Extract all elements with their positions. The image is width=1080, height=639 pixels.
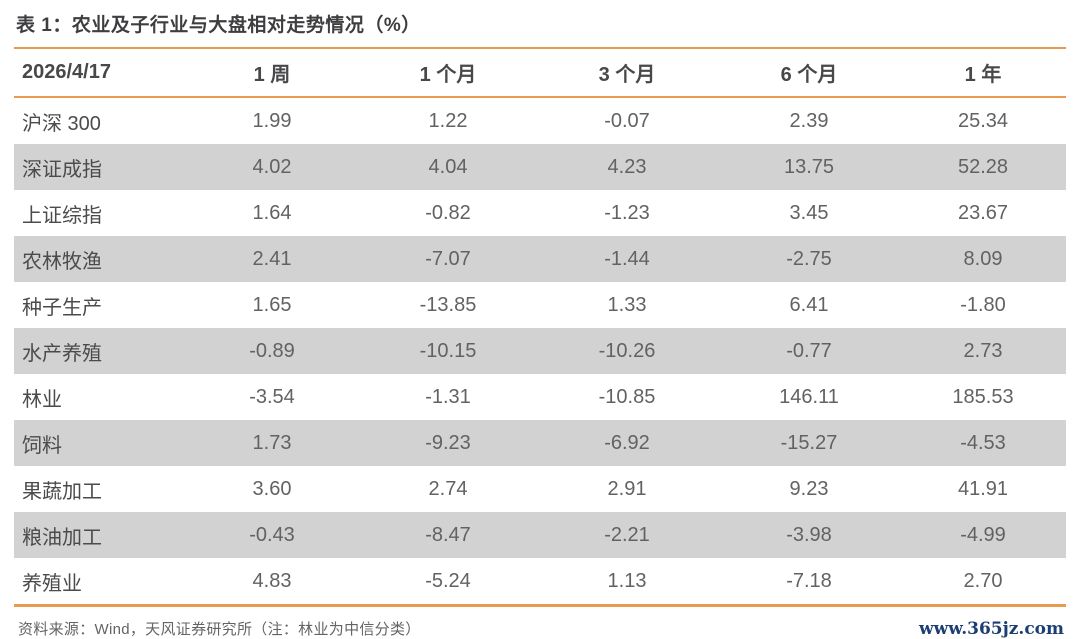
table-row: 水产养殖 -0.89 -10.15 -10.26 -0.77 2.73 (14, 328, 1066, 374)
column-header-1month: 1 个月 (419, 64, 477, 86)
table-footer: 资料来源：Wind，天风证券研究所（注：林业为中信分类） www.365jz.c… (14, 607, 1066, 639)
row-value: -3.98 (786, 523, 832, 546)
row-value: 52.28 (957, 155, 1009, 178)
table-row: 林业 -3.54 -1.31 -10.85 146.11 185.53 (14, 374, 1066, 420)
row-value: 4.83 (252, 569, 292, 592)
row-value: 2.73 (963, 339, 1003, 362)
row-value: 1.65 (252, 293, 292, 316)
table-row: 农林牧渔 2.41 -7.07 -1.44 -2.75 8.09 (14, 236, 1066, 282)
row-value: -6.92 (604, 431, 650, 454)
row-value: 4.02 (252, 155, 292, 178)
row-value: 1.73 (252, 431, 292, 454)
column-header-1year: 1 年 (964, 64, 1002, 86)
row-value: -13.85 (419, 293, 477, 316)
row-value: 1.13 (607, 569, 647, 592)
column-header-3month: 3 个月 (598, 64, 656, 86)
row-value: -10.26 (598, 339, 656, 362)
row-value: -0.07 (604, 109, 650, 132)
row-label: 饲料 (22, 434, 62, 457)
row-value: -3.54 (249, 385, 295, 408)
row-value: -15.27 (780, 431, 838, 454)
row-label: 果蔬加工 (22, 480, 102, 503)
row-label: 深证成指 (22, 158, 102, 181)
source-note: 资料来源：Wind，天风证券研究所（注：林业为中信分类） (18, 621, 421, 638)
row-value: -4.99 (960, 523, 1006, 546)
column-header-date: 2026/4/17 (22, 61, 111, 83)
row-value: 6.41 (789, 293, 829, 316)
row-value: 2.91 (607, 477, 647, 500)
table-row: 粮油加工 -0.43 -8.47 -2.21 -3.98 -4.99 (14, 512, 1066, 558)
row-label: 种子生产 (22, 296, 102, 319)
row-label: 农林牧渔 (22, 250, 102, 273)
row-label: 上证综指 (22, 204, 102, 227)
row-value: -4.53 (960, 431, 1006, 454)
row-value: -10.85 (598, 385, 656, 408)
table-row: 种子生产 1.65 -13.85 1.33 6.41 -1.80 (14, 282, 1066, 328)
row-value: -0.82 (425, 201, 471, 224)
row-label: 沪深 300 (22, 112, 101, 135)
row-value: -1.23 (604, 201, 650, 224)
row-value: -7.18 (786, 569, 832, 592)
row-value: 8.09 (963, 247, 1003, 270)
table-row: 养殖业 4.83 -5.24 1.13 -7.18 2.70 (14, 558, 1066, 606)
row-label: 粮油加工 (22, 526, 102, 549)
table-row: 上证综指 1.64 -0.82 -1.23 3.45 23.67 (14, 190, 1066, 236)
row-value: 3.60 (252, 477, 292, 500)
row-value: -8.47 (425, 523, 471, 546)
table-title: 表 1：农业及子行业与大盘相对走势情况（%） (16, 15, 421, 36)
row-label: 养殖业 (22, 572, 82, 595)
row-value: 1.99 (252, 109, 292, 132)
row-value: 25.34 (957, 109, 1009, 132)
table-header-row: 2026/4/17 1 周 1 个月 3 个月 6 个月 1 年 (14, 48, 1066, 97)
row-value: 41.91 (957, 477, 1009, 500)
row-value: 4.23 (607, 155, 647, 178)
row-label: 水产养殖 (22, 342, 102, 365)
row-value: 13.75 (783, 155, 835, 178)
watermark-link[interactable]: www.365jz.com (919, 618, 1064, 639)
row-value: -0.89 (249, 339, 295, 362)
row-value: -5.24 (425, 569, 471, 592)
row-label: 林业 (22, 388, 62, 411)
row-value: 2.74 (428, 477, 468, 500)
row-value: 185.53 (952, 385, 1014, 408)
row-value: 3.45 (789, 201, 829, 224)
row-value: -9.23 (425, 431, 471, 454)
column-header-6month: 6 个月 (780, 64, 838, 86)
row-value: -0.43 (249, 523, 295, 546)
table-row: 饲料 1.73 -9.23 -6.92 -15.27 -4.53 (14, 420, 1066, 466)
row-value: -7.07 (425, 247, 471, 270)
row-value: 23.67 (957, 201, 1009, 224)
row-value: -10.15 (419, 339, 477, 362)
row-value: -1.31 (425, 385, 471, 408)
table-row: 果蔬加工 3.60 2.74 2.91 9.23 41.91 (14, 466, 1066, 512)
row-value: 9.23 (789, 477, 829, 500)
row-value: 2.70 (963, 569, 1003, 592)
row-value: -1.80 (960, 293, 1006, 316)
relative-performance-table: 2026/4/17 1 周 1 个月 3 个月 6 个月 1 年 沪深 300 1… (14, 47, 1066, 607)
row-value: 1.64 (252, 201, 292, 224)
row-value: -0.77 (786, 339, 832, 362)
table-row: 沪深 300 1.99 1.22 -0.07 2.39 25.34 (14, 97, 1066, 144)
row-value: -1.44 (604, 247, 650, 270)
row-value: 146.11 (779, 385, 839, 408)
row-value: 1.33 (607, 293, 647, 316)
table-row: 深证成指 4.02 4.04 4.23 13.75 52.28 (14, 144, 1066, 190)
row-value: 1.22 (428, 109, 468, 132)
row-value: 4.04 (428, 155, 468, 178)
row-value: -2.21 (604, 523, 650, 546)
row-value: 2.41 (252, 247, 292, 270)
row-value: 2.39 (789, 109, 829, 132)
row-value: -2.75 (786, 247, 832, 270)
column-header-1week: 1 周 (253, 64, 291, 86)
